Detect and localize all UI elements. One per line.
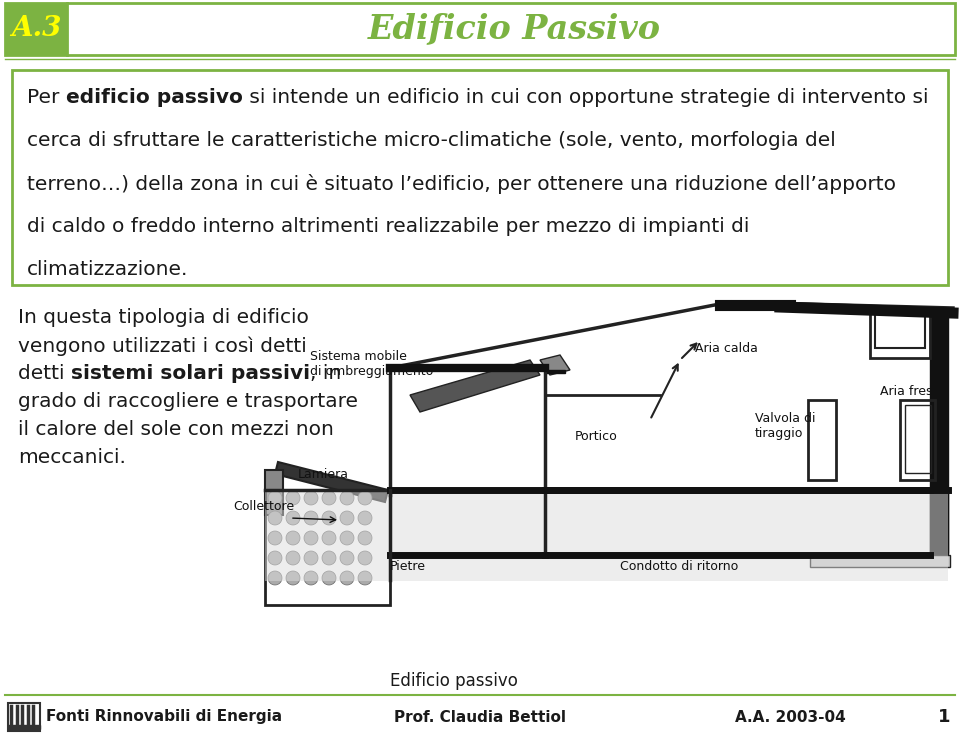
Circle shape: [358, 491, 372, 505]
Text: In questa tipologia di edificio: In questa tipologia di edificio: [18, 308, 309, 327]
Circle shape: [322, 531, 336, 545]
Bar: [808, 400, 836, 480]
Text: grado di raccogliere e trasportare: grado di raccogliere e trasportare: [18, 392, 358, 411]
Text: cerca di sfruttare le caratteristiche micro-climatiche (sole, vento, morfologia : cerca di sfruttare le caratteristiche mi…: [27, 131, 836, 150]
Circle shape: [286, 511, 300, 525]
Text: Prof. Claudia Bettiol: Prof. Claudia Bettiol: [394, 710, 566, 724]
Text: Lamiera: Lamiera: [298, 468, 349, 481]
Bar: [900, 400, 935, 480]
Bar: [8, 725, 40, 729]
Bar: [930, 490, 948, 555]
Circle shape: [286, 491, 300, 505]
Circle shape: [268, 491, 282, 505]
Circle shape: [286, 571, 300, 585]
Circle shape: [268, 551, 282, 565]
Polygon shape: [410, 360, 540, 412]
Circle shape: [304, 531, 318, 545]
Circle shape: [268, 511, 282, 525]
Text: climatizzazione.: climatizzazione.: [27, 260, 188, 279]
Circle shape: [358, 511, 372, 525]
Text: A.A. 2003-04: A.A. 2003-04: [734, 710, 846, 724]
Circle shape: [358, 571, 372, 585]
Text: , in: , in: [310, 364, 341, 383]
Text: Aria calda: Aria calda: [695, 342, 757, 355]
Circle shape: [304, 551, 318, 565]
Text: di caldo o freddo interno altrimenti realizzabile per mezzo di impianti di: di caldo o freddo interno altrimenti rea…: [27, 217, 750, 236]
Bar: [265, 490, 390, 605]
Text: si intende un edificio in cui con opportune strategie di intervento si: si intende un edificio in cui con opport…: [243, 88, 928, 107]
Circle shape: [304, 511, 318, 525]
Circle shape: [322, 511, 336, 525]
Circle shape: [340, 571, 354, 585]
Bar: [545, 370, 565, 373]
Text: sistemi solari passivi: sistemi solari passivi: [71, 364, 310, 383]
Text: Edificio passivo: Edificio passivo: [390, 672, 517, 690]
Circle shape: [322, 551, 336, 565]
Bar: [5, 3, 67, 55]
Text: Per: Per: [27, 88, 65, 107]
Circle shape: [286, 531, 300, 545]
Circle shape: [322, 571, 336, 585]
Text: Collettore: Collettore: [233, 500, 294, 513]
Circle shape: [340, 531, 354, 545]
Text: vengono utilizzati i così detti: vengono utilizzati i così detti: [18, 336, 307, 355]
Text: 1: 1: [938, 708, 950, 726]
Bar: [905, 405, 931, 473]
Circle shape: [304, 491, 318, 505]
Bar: [810, 555, 950, 567]
Text: A.3: A.3: [11, 15, 61, 43]
Bar: [5, 3, 955, 55]
Circle shape: [268, 571, 282, 585]
Circle shape: [358, 531, 372, 545]
Circle shape: [340, 491, 354, 505]
Bar: [875, 313, 925, 348]
Circle shape: [340, 551, 354, 565]
Circle shape: [268, 531, 282, 545]
Bar: [265, 470, 283, 515]
Text: terreno…) della zona in cui è situato l’edificio, per ottenere una riduzione del: terreno…) della zona in cui è situato l’…: [27, 174, 896, 194]
Text: edificio passivo: edificio passivo: [65, 88, 243, 107]
Bar: [12, 70, 948, 285]
Text: detti: detti: [18, 364, 71, 383]
Circle shape: [358, 551, 372, 565]
Polygon shape: [275, 462, 388, 502]
Circle shape: [322, 491, 336, 505]
Polygon shape: [540, 355, 570, 375]
Bar: [930, 308, 948, 553]
Bar: [8, 703, 40, 731]
Bar: [870, 308, 930, 358]
Text: meccanici.: meccanici.: [18, 448, 126, 467]
Circle shape: [340, 511, 354, 525]
Text: Aria fresca: Aria fresca: [880, 385, 948, 398]
Text: Edificio Passivo: Edificio Passivo: [368, 13, 660, 46]
Text: Portico: Portico: [575, 430, 617, 443]
Text: Condotto di ritorno: Condotto di ritorno: [620, 560, 738, 573]
Text: Fonti Rinnovabili di Energia: Fonti Rinnovabili di Energia: [46, 710, 282, 724]
Bar: [265, 491, 948, 581]
Text: Sistema mobile
di ombreggiamento: Sistema mobile di ombreggiamento: [310, 350, 433, 378]
Text: Pietre: Pietre: [390, 560, 426, 573]
Text: Valvola di
tiraggio: Valvola di tiraggio: [755, 412, 815, 440]
Circle shape: [286, 551, 300, 565]
Circle shape: [304, 571, 318, 585]
Text: il calore del sole con mezzi non: il calore del sole con mezzi non: [18, 420, 334, 439]
